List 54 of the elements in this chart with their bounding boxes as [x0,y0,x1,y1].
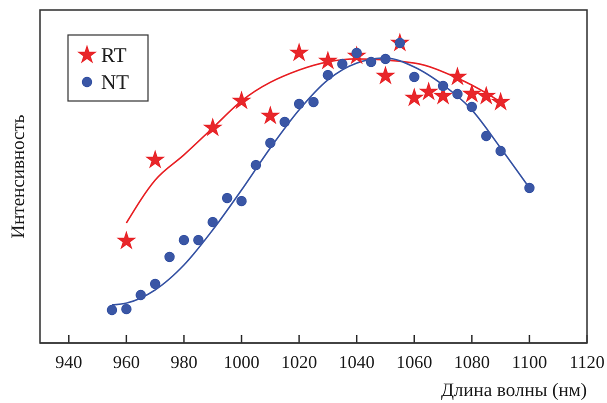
point [106,304,118,316]
point [222,192,232,204]
point [260,106,280,124]
x-axis-title: Длина волны (нм) [440,380,587,401]
point [462,84,482,102]
point [337,58,348,70]
x-tick-label: 1100 [512,352,548,372]
legend-label: RT [101,43,127,67]
point [308,96,319,108]
x-tick-label: 980 [170,352,198,372]
point [294,98,304,110]
point [136,290,146,300]
point [193,234,204,246]
point [289,42,309,62]
point [150,278,160,290]
point [490,92,510,110]
point [418,82,438,100]
point [466,102,478,112]
point [495,146,506,156]
point [250,160,262,170]
point [409,72,420,82]
point [376,66,396,84]
point [438,80,448,92]
point [404,88,424,106]
point [116,230,136,250]
legend-label: NT [101,70,130,94]
point [318,50,338,70]
point [366,56,376,68]
point [236,196,247,206]
point [145,150,165,168]
x-tick-label: 1060 [396,352,432,372]
x-tick-label: 1040 [338,352,375,372]
point [208,216,218,228]
point [178,234,190,246]
point [202,118,223,136]
point [476,86,496,104]
point [232,90,252,110]
point [121,304,132,314]
point [524,182,535,194]
point [380,54,391,64]
x-tick-label: 940 [55,352,82,372]
x-tick-label: 1000 [224,352,260,372]
x-tick-label: 960 [112,352,140,372]
point [448,66,468,86]
x-tick-label: 1120 [569,352,605,372]
y-axis-title: Интенсивность [8,114,29,238]
point [481,130,492,142]
x-tick-label: 1080 [454,352,490,372]
point [280,116,290,128]
point [452,88,463,100]
point [322,70,334,80]
x-tick-label: 1020 [281,352,318,372]
point [265,138,276,148]
point [164,252,175,262]
